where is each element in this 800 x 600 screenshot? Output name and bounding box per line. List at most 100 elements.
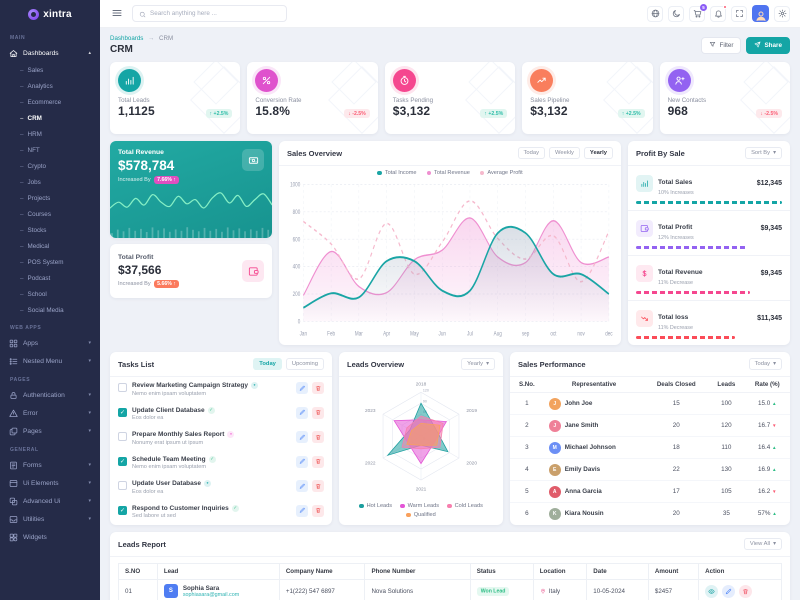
view-all-dropdown[interactable]: View All ▾ [743, 538, 782, 550]
task-checkbox[interactable] [118, 383, 127, 392]
sidebar-subitem-medical[interactable]: – Medical [20, 242, 50, 250]
task-edit-button[interactable] [296, 504, 308, 517]
settings-button[interactable] [774, 5, 790, 22]
dark-mode-button[interactable] [668, 5, 684, 22]
tasks-tab-today[interactable]: Today [253, 358, 282, 370]
sidebar-item-apps[interactable]: Apps ▾ [0, 334, 100, 352]
sidebar-subitem-projects[interactable]: – Projects [20, 194, 51, 202]
task-status-icon: * [250, 382, 258, 389]
sidebar-subitem-hrm[interactable]: – HRM [20, 130, 42, 138]
tasks-tab-upcoming[interactable]: Upcoming [285, 358, 324, 370]
cash-icon[interactable] [242, 149, 264, 171]
report-column-header: Action [698, 563, 782, 580]
svg-text:Mar: Mar [355, 331, 363, 338]
hamburger-menu-icon[interactable] [110, 7, 124, 21]
revenue-sparkline-chart [110, 184, 272, 238]
sidebar-subitem-jobs[interactable]: – Jobs [20, 178, 41, 186]
performance-range-dropdown[interactable]: Today ▾ [748, 358, 782, 370]
sidebar-item-pages[interactable]: Pages ▾ [0, 422, 100, 440]
task-edit-button[interactable] [296, 480, 308, 492]
trend-up-icon: ▲ [772, 401, 777, 406]
bars-icon [641, 180, 648, 187]
edit-icon [299, 459, 305, 464]
search-input[interactable] [150, 10, 280, 17]
task-checkbox[interactable] [118, 432, 127, 441]
sidebar-subitem-nft[interactable]: – NFT [20, 146, 40, 154]
sidebar-subitem-social-media[interactable]: – Social Media [20, 306, 64, 314]
user-avatar[interactable] [752, 5, 769, 22]
sidebar-subitem-school[interactable]: – School [20, 290, 47, 298]
task-checkbox[interactable]: ✓ [118, 505, 127, 515]
task-edit-button[interactable] [296, 406, 308, 419]
lead-delete-button[interactable] [739, 584, 753, 598]
notifications-button[interactable] [710, 5, 727, 22]
share-button[interactable]: Share [746, 36, 790, 54]
task-delete-button[interactable] [312, 480, 324, 492]
sidebar-item-error[interactable]: Error ▾ [0, 404, 100, 422]
fullscreen-button[interactable] [731, 5, 747, 22]
sales-overview-card: Sales Overview Today Weekly Yearly Total I… [279, 141, 621, 345]
task-delete-button[interactable] [312, 504, 324, 517]
overview-tab-weekly[interactable]: Weekly [549, 147, 580, 159]
edit-icon [725, 588, 732, 594]
stat-label: Total Leads [118, 97, 150, 104]
sidebar-item-authentication[interactable]: Authentication ▾ [0, 386, 100, 404]
lead-edit-button[interactable] [722, 584, 736, 598]
profit-by-sale-value: $9,345 [760, 225, 782, 232]
svg-text:2019: 2019 [466, 408, 477, 414]
progress-bar [636, 246, 746, 249]
sidebar-subitem-courses[interactable]: – Courses [20, 210, 51, 218]
task-delete-button[interactable] [312, 382, 324, 394]
sort-by-dropdown[interactable]: Sort By ▾ [745, 147, 782, 159]
page-content: Dashboards → CRM CRM Filter Share Total … [100, 28, 800, 600]
filter-button[interactable]: Filter [701, 36, 742, 54]
task-checkbox[interactable]: ✓ [118, 407, 127, 417]
sidebar-item-dashboards[interactable]: Dashboards ▴ [0, 44, 100, 62]
task-delete-button[interactable] [312, 455, 324, 468]
breadcrumb-dashboards[interactable]: Dashboards [110, 35, 144, 42]
lead-view-button[interactable] [705, 584, 719, 598]
sidebar-item-forms[interactable]: Forms ▾ [0, 456, 100, 474]
task-delete-button[interactable] [312, 431, 324, 443]
task-edit-button[interactable] [296, 455, 308, 468]
task-delete-button[interactable] [312, 406, 324, 419]
stat-delta-badge: ↓ -2.5% [756, 109, 782, 118]
svg-text:Feb: Feb [327, 331, 335, 338]
sidebar-item-utilities[interactable]: Utilities ▾ [0, 510, 100, 528]
svg-text:Jul: Jul [467, 331, 473, 338]
sidebar-item-ui-elements[interactable]: Ui Elements ▾ [0, 474, 100, 492]
task-checkbox[interactable]: ✓ [118, 456, 127, 466]
leads-report-table: S.NO Lead Company Name Phone Number Status Lo… [118, 563, 782, 600]
overview-tab-today[interactable]: Today [517, 147, 545, 159]
sidebar-subitem-ecommerce[interactable]: – Ecommerce [20, 98, 62, 106]
sidebar-subitem-sales[interactable]: – Sales [20, 66, 44, 74]
main-area: 5 Dashboards → CRM CRM Filter Share [100, 0, 800, 600]
sidebar-subitem-podcast[interactable]: – Podcast [20, 274, 51, 282]
sidebar-item-widgets[interactable]: Widgets [0, 528, 100, 546]
settings-icon [778, 9, 786, 18]
task-edit-button[interactable] [296, 431, 308, 443]
svg-text:600: 600 [293, 237, 301, 244]
utilities-icon [9, 515, 18, 523]
cart-button[interactable]: 5 [689, 3, 707, 22]
language-button[interactable] [647, 5, 663, 22]
sidebar-subitem-stocks[interactable]: – Stocks [20, 226, 47, 234]
task-edit-button[interactable] [296, 382, 308, 394]
home-icon [9, 49, 18, 58]
sidebar-subitem-pos-system[interactable]: – POS System [20, 258, 64, 266]
sidebar-item-advanced-ui[interactable]: Advanced Ui ▾ [0, 492, 100, 510]
sidebar-item-nested-menu[interactable]: Nested Menu ▾ [0, 352, 100, 370]
filter-icon [709, 41, 716, 50]
app-logo[interactable]: xintra [0, 0, 100, 28]
sidebar-subitem-crypto[interactable]: – Crypto [20, 162, 47, 170]
sidebar-subitem-analytics[interactable]: – Analytics [20, 82, 53, 90]
tasks-list: Review Marketing Campaign Strategy * Nem… [110, 377, 332, 524]
task-checkbox[interactable] [118, 481, 127, 490]
overview-tab-yearly[interactable]: Yearly [583, 147, 613, 159]
page-title: CRM [110, 44, 133, 55]
task-status-icon: ✓ [207, 406, 215, 414]
sales-performance-title: Sales Performance [518, 359, 586, 369]
leads-range-dropdown[interactable]: Yearly ▾ [461, 358, 495, 370]
search-icon [139, 5, 146, 23]
sidebar-subitem-crm[interactable]: – CRM [20, 114, 42, 122]
